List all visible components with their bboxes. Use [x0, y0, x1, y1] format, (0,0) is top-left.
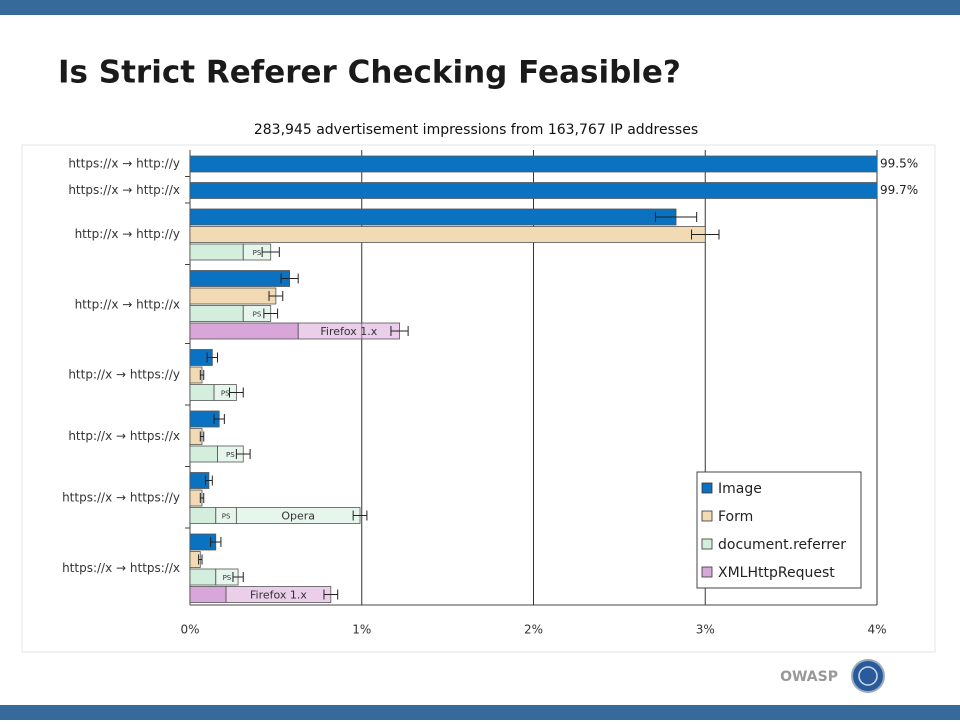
legend-swatch — [701, 538, 713, 550]
value-label: 99.5% — [880, 157, 918, 171]
error-bar — [199, 370, 205, 380]
error-bar — [235, 449, 251, 459]
error-bar — [210, 537, 222, 547]
bar — [190, 287, 277, 305]
y-tick-label: https://x → https://x — [62, 561, 180, 575]
bar — [190, 226, 706, 243]
segment-label: PS — [226, 451, 235, 459]
bar — [190, 322, 299, 340]
x-tick-label: 2% — [524, 623, 543, 637]
error-bar — [654, 212, 698, 222]
x-tick-label: 3% — [696, 623, 715, 637]
error-bar — [213, 414, 225, 424]
y-tick-label: http://x → https://y — [68, 368, 180, 382]
plot: 0% 1% 2% 3% 4% 99.5% https://x → http://y 99.7%… — [62, 150, 918, 637]
bar — [190, 208, 677, 226]
top-bar — [0, 0, 960, 15]
legend-label: Image — [718, 481, 762, 497]
error-bar — [199, 493, 205, 503]
error-bar — [198, 554, 203, 565]
value-label: 99.7% — [880, 183, 918, 197]
error-bar — [232, 572, 244, 582]
logo-ring — [858, 666, 878, 686]
segment-label: PS — [221, 390, 230, 398]
bar — [190, 270, 291, 287]
bar — [190, 568, 217, 586]
legend-label: document.referrer — [718, 537, 846, 553]
legend-swatch — [701, 482, 713, 494]
slide-title: Is Strict Referer Checking Feasible? — [58, 55, 681, 91]
error-bar — [390, 326, 409, 336]
chart-title: 283,945 advertisement impressions from 1… — [254, 122, 698, 138]
error-bar — [691, 229, 720, 240]
bar — [190, 445, 218, 463]
y-tick-label: http://x → http://x — [75, 297, 180, 311]
error-bar — [206, 352, 218, 363]
y-tick-label: https://x → http://y — [68, 157, 180, 171]
legend-box — [696, 471, 862, 589]
legend-swatch — [701, 510, 713, 522]
error-bar — [263, 308, 279, 319]
bottom-bar — [0, 705, 960, 720]
x-tick-label: 1% — [352, 623, 371, 637]
segment-label: PS — [253, 249, 262, 257]
segment-label: PS — [223, 574, 232, 582]
error-bar — [261, 247, 280, 257]
error-bar — [352, 510, 368, 521]
bar — [190, 507, 217, 524]
bar — [190, 305, 244, 322]
y-tick-label: https://x → http://x — [68, 183, 180, 197]
bar — [190, 182, 877, 199]
error-bar — [280, 273, 299, 284]
error-bar — [268, 291, 284, 301]
error-bar — [204, 475, 213, 486]
y-tick-label: http://x → https://x — [68, 429, 180, 443]
chart-frame — [21, 144, 936, 653]
bar — [190, 243, 244, 261]
legend-label: Form — [718, 509, 753, 525]
x-tick-label: 4% — [867, 623, 886, 637]
y-tick-label: http://x → http://y — [75, 227, 180, 241]
legend-swatch — [701, 566, 713, 578]
segment-label: Opera — [281, 510, 315, 523]
brand: OWASP — [780, 669, 838, 685]
bar — [190, 155, 877, 173]
error-bar — [229, 387, 244, 398]
x-tick-label: 0% — [180, 623, 199, 637]
y-tick-label: https://x → https://y — [62, 491, 180, 505]
error-bar — [323, 589, 339, 600]
bar — [190, 384, 215, 401]
legend-label: XMLHttpRequest — [718, 565, 835, 581]
segment-label: PS — [253, 311, 262, 319]
segment-label: PS — [222, 513, 231, 521]
logo — [851, 659, 885, 693]
segment-label: Firefox 1.x — [320, 325, 377, 338]
error-bar — [199, 431, 205, 442]
segment-label: Firefox 1.x — [250, 589, 307, 602]
bar — [190, 586, 227, 603]
